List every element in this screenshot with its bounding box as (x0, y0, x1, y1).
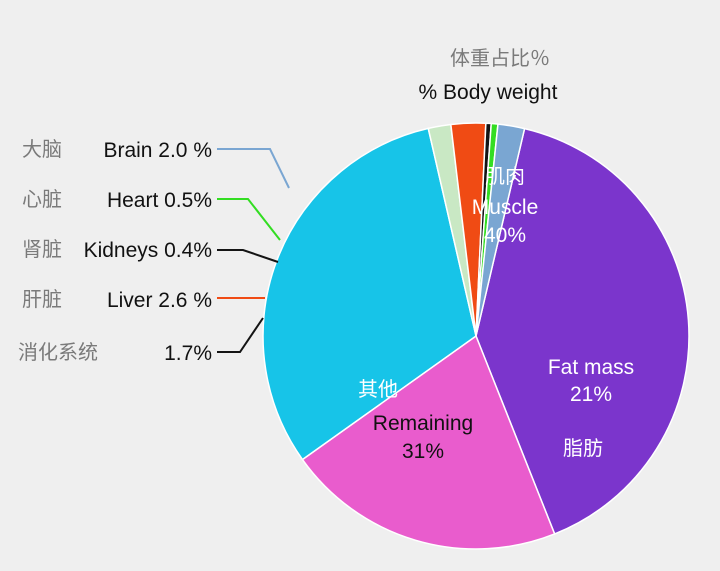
digestive-leader-line (217, 317, 264, 353)
kidneys-label-zh: 肾脏 (22, 237, 62, 261)
kidneys-leader-line (217, 249, 279, 263)
digestive-value: 1.7% (164, 342, 212, 365)
pie-slice-brain (475, 123, 526, 337)
digestive-label-zh: 消化系统 (18, 340, 98, 364)
heart-leader-line (217, 198, 281, 241)
muscle-label-zh: 肌肉 (485, 164, 525, 188)
remaining-label: Remaining (373, 412, 473, 435)
pie-slices (262, 122, 690, 550)
heart-label: Heart 0.5% (107, 189, 212, 212)
muscle-value: 40% (484, 224, 526, 247)
fat-label-zh: 脂肪 (563, 436, 603, 460)
heart-label-zh: 心脏 (22, 187, 62, 211)
liver-label-zh: 肝脏 (22, 287, 62, 311)
liver-label: Liver 2.6 % (107, 289, 212, 312)
remaining-label-zh: 其他 (358, 377, 398, 401)
pie-slice-muscle (475, 127, 690, 535)
fat-value: 21% (570, 383, 612, 406)
brain-label-zh: 大脑 (22, 137, 62, 161)
kidneys-label: Kidneys 0.4% (84, 239, 212, 262)
pie-slice-fat-mass (301, 334, 556, 550)
leader-lines (217, 148, 290, 353)
brain-label: Brain 2.0 % (103, 139, 212, 162)
muscle-label: Muscle (472, 196, 539, 219)
pie-slice-remaining (262, 127, 477, 461)
fat-label: Fat mass (548, 356, 634, 379)
chart-title-zh: 体重占比％ (450, 46, 550, 70)
chart-title: % Body weight (419, 81, 558, 104)
brain-leader-line (217, 148, 290, 189)
remaining-value: 31% (402, 440, 444, 463)
